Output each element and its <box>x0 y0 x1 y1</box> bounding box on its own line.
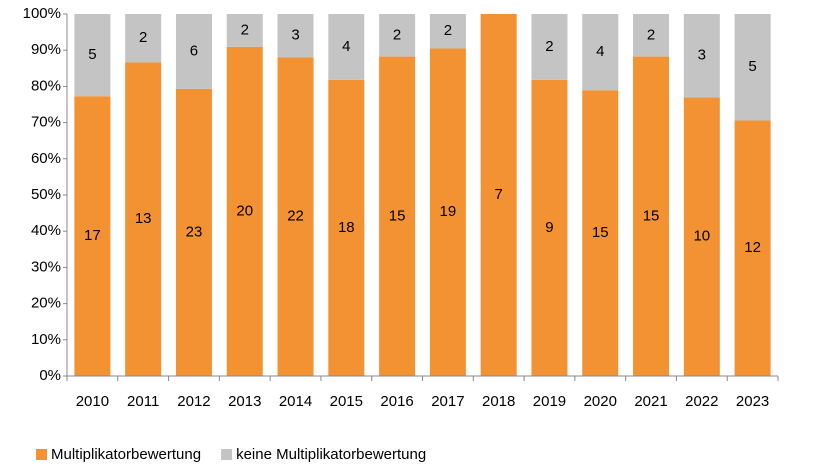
x-tick-label: 2021 <box>634 393 667 410</box>
bar-segment <box>429 48 466 376</box>
data-label: 13 <box>135 210 152 227</box>
bar-segment <box>429 14 466 49</box>
data-label: 3 <box>291 27 299 44</box>
x-tick-label: 2022 <box>685 393 718 410</box>
data-label: 4 <box>342 38 350 55</box>
data-label: 19 <box>440 203 457 220</box>
bar-segment <box>734 14 771 121</box>
x-tick-label: 2012 <box>177 393 210 410</box>
x-tick-label: 2015 <box>330 393 363 410</box>
x-tick-label: 2011 <box>127 393 159 410</box>
bar-segment <box>633 14 670 57</box>
x-tick-label: 2023 <box>736 393 769 410</box>
y-tick-label: 90% <box>31 41 61 58</box>
bar-segment <box>531 14 568 80</box>
data-label: 17 <box>84 227 101 244</box>
bar-segment <box>683 97 720 377</box>
legend-swatch <box>36 449 47 460</box>
bar-segment <box>328 79 365 377</box>
legend-label: Multiplikatorbewertung <box>51 446 201 463</box>
x-tick-label: 2016 <box>380 393 413 410</box>
bar-segment <box>480 14 517 376</box>
bar-segment <box>125 62 162 377</box>
x-tick-label: 2019 <box>533 393 566 410</box>
data-label: 15 <box>389 207 406 224</box>
data-label: 9 <box>545 219 553 236</box>
bar-segment <box>531 79 568 377</box>
data-label: 23 <box>186 223 203 240</box>
x-tick-label: 2020 <box>584 393 617 410</box>
bar-segment <box>175 88 212 377</box>
bar-segment <box>633 56 670 377</box>
bar-segment <box>277 57 314 376</box>
legend-swatch <box>221 449 233 460</box>
data-label: 2 <box>241 21 249 38</box>
bar-segment <box>277 14 314 58</box>
y-tick-label: 50% <box>31 186 61 203</box>
data-label: 2 <box>444 22 452 39</box>
y-tick-label: 30% <box>31 258 61 275</box>
data-label: 2 <box>139 29 147 46</box>
y-tick-label: 20% <box>31 295 61 312</box>
bar-segment <box>74 96 111 376</box>
bar-segment <box>379 14 416 57</box>
data-label: 10 <box>693 228 710 245</box>
bar-segment <box>226 14 263 47</box>
bar-segment <box>683 14 720 98</box>
data-label: 15 <box>592 224 609 241</box>
bar-segment <box>125 14 162 63</box>
x-tick-label: 2010 <box>76 393 109 410</box>
data-label: 12 <box>744 239 761 256</box>
data-label: 20 <box>236 202 253 219</box>
x-tick-label: 2013 <box>228 393 261 410</box>
y-tick-label: 40% <box>31 222 61 239</box>
y-tick-label: 100% <box>23 5 61 22</box>
bar-segment <box>582 14 619 91</box>
data-label: 7 <box>495 186 503 203</box>
y-tick-label: 0% <box>39 367 61 384</box>
data-label: 4 <box>596 43 604 60</box>
data-label: 2 <box>545 38 553 55</box>
bar-segment <box>582 90 619 377</box>
data-label: 2 <box>393 26 401 43</box>
x-tick-label: 2018 <box>482 393 515 410</box>
data-label: 15 <box>643 207 660 224</box>
data-label: 3 <box>698 47 706 64</box>
bar-segment <box>328 14 365 80</box>
data-label: 18 <box>338 219 355 236</box>
legend-label: keine Multiplikatorbewertung <box>236 446 426 463</box>
bar-segment <box>379 56 416 377</box>
bar-segment <box>734 120 771 377</box>
x-tick-label: 2017 <box>431 393 464 410</box>
data-label: 2 <box>647 26 655 43</box>
y-tick-label: 80% <box>31 77 61 94</box>
data-label: 6 <box>190 42 198 59</box>
data-label: 22 <box>287 208 304 225</box>
bar-segment <box>74 14 111 97</box>
bar-segment <box>175 14 212 89</box>
x-tick-label: 2014 <box>279 393 312 410</box>
data-label: 5 <box>748 58 756 75</box>
data-label: 5 <box>88 46 96 63</box>
y-tick-label: 60% <box>31 150 61 167</box>
bar-segment <box>226 46 263 377</box>
y-tick-label: 10% <box>31 331 61 348</box>
y-tick-label: 70% <box>31 114 61 131</box>
